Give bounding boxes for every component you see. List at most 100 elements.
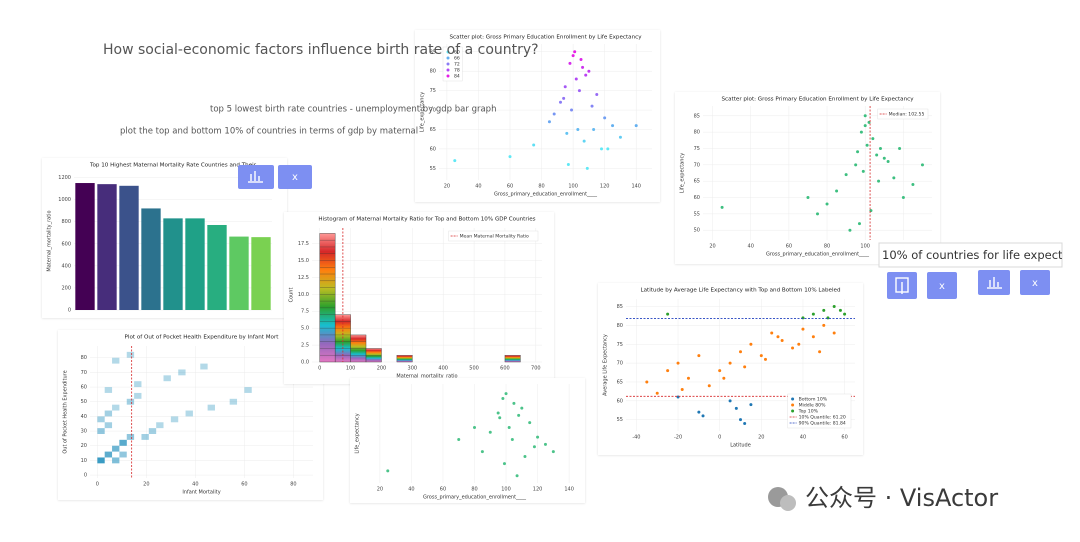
text-input[interactable] — [878, 242, 1063, 268]
x-tick-label: 120 — [600, 184, 610, 190]
point — [571, 54, 575, 58]
y-tick-label: 1000 — [58, 197, 71, 203]
heat-cell — [134, 381, 142, 388]
y-tick-label: 70 — [81, 370, 87, 376]
point — [791, 346, 795, 350]
chart-panel — [350, 378, 585, 503]
x-tick-label: 80 — [538, 184, 544, 190]
legend-label: Mean Maternal Mortality Ratio — [460, 234, 529, 240]
y-tick-label: 65 — [617, 379, 623, 385]
y-tick-label: 85 — [617, 304, 623, 310]
point — [871, 137, 875, 141]
point — [551, 450, 555, 454]
point — [532, 445, 536, 449]
y-axis-label: Maternal_mortality_ratio — [47, 210, 53, 271]
close-button[interactable] — [927, 272, 957, 299]
y-tick-label: 0 — [68, 308, 71, 314]
point — [739, 418, 742, 422]
point — [498, 416, 502, 420]
point — [878, 146, 882, 150]
watermark: 公众号 · VisActor — [768, 484, 998, 512]
legend-label: Bottom 10% — [799, 397, 828, 403]
x-axis-label: Gross_primary_education_enrollment____ — [766, 252, 870, 258]
legend-label: 90% Quantile: 81.84 — [799, 421, 846, 427]
point — [722, 376, 726, 380]
y-tick-label: 800 — [61, 219, 71, 225]
point — [600, 147, 604, 151]
heat-cell — [156, 422, 164, 429]
point — [856, 150, 860, 154]
x-tick-label: 100 — [346, 366, 356, 372]
point — [718, 369, 722, 373]
point — [832, 305, 836, 309]
y-tick-label: 65 — [694, 179, 700, 185]
point — [510, 438, 514, 442]
chart: Scatter plot: Gross Primary Education En… — [675, 92, 940, 264]
point — [770, 331, 774, 335]
heat-cell — [170, 416, 179, 423]
point — [536, 435, 540, 439]
heat-cell — [104, 422, 113, 429]
x-tick-label: 300 — [408, 366, 418, 372]
y-tick-label: 70 — [617, 361, 623, 367]
point — [734, 406, 738, 410]
legend-marker — [791, 409, 795, 413]
point — [504, 392, 508, 396]
y-tick-label: 50 — [694, 228, 700, 234]
heat-cell — [97, 428, 105, 434]
legend-marker — [791, 403, 795, 407]
point — [811, 312, 815, 316]
point — [488, 430, 492, 434]
heat-cell — [97, 416, 105, 423]
x-tick-label: 500 — [469, 366, 479, 372]
y-tick-label: 80 — [430, 69, 436, 75]
point — [818, 350, 822, 354]
point — [701, 414, 705, 418]
heat-cell — [134, 392, 142, 399]
x-tick-label: 40 — [192, 482, 198, 488]
close-button[interactable] — [1020, 270, 1050, 295]
point — [822, 323, 826, 327]
chart: Latitude by Average Life Expectancy with… — [598, 283, 863, 455]
legend-box — [787, 393, 852, 429]
legend-box — [442, 46, 463, 82]
chart-panel — [675, 92, 940, 264]
y-axis-label: Life_expectancy — [680, 153, 686, 193]
x-tick-label: 0 — [96, 482, 99, 488]
point — [898, 146, 902, 150]
histogram-bar — [319, 233, 336, 363]
notes: How social-economic factors influence bi… — [103, 42, 539, 137]
point — [666, 369, 670, 373]
close-button[interactable] — [278, 165, 312, 189]
point — [835, 189, 839, 193]
chart: 20 40 60 80 100 120 140 Gross_primary_education… — [350, 378, 585, 503]
heat-cell — [229, 398, 238, 405]
chart-button[interactable] — [238, 165, 274, 189]
heat-cell — [126, 351, 135, 358]
chart-panel — [598, 283, 863, 455]
point — [587, 69, 591, 73]
y-tick-label: 12.5 — [298, 275, 309, 281]
point — [801, 327, 805, 331]
point — [676, 361, 680, 365]
x-tick-label: 100 — [860, 244, 870, 250]
point — [911, 182, 915, 186]
bar — [185, 218, 205, 310]
point — [882, 156, 886, 160]
y-tick-label: 17.5 — [298, 241, 309, 247]
point — [517, 413, 521, 417]
x-tick-label: 20 — [709, 244, 715, 250]
x-tick-label: 80 — [471, 487, 477, 493]
point — [875, 153, 879, 157]
legend-box — [877, 108, 929, 120]
y-tick-label: 60 — [81, 385, 87, 391]
point — [480, 450, 484, 454]
legend-label: 60 — [454, 50, 460, 56]
y-tick-label: 60 — [430, 146, 436, 152]
point — [501, 396, 505, 400]
legend-label: 66 — [454, 56, 460, 62]
point — [863, 124, 867, 128]
y-tick-label: 400 — [61, 263, 71, 269]
point — [749, 342, 753, 346]
y-tick-label: 20 — [81, 443, 87, 449]
